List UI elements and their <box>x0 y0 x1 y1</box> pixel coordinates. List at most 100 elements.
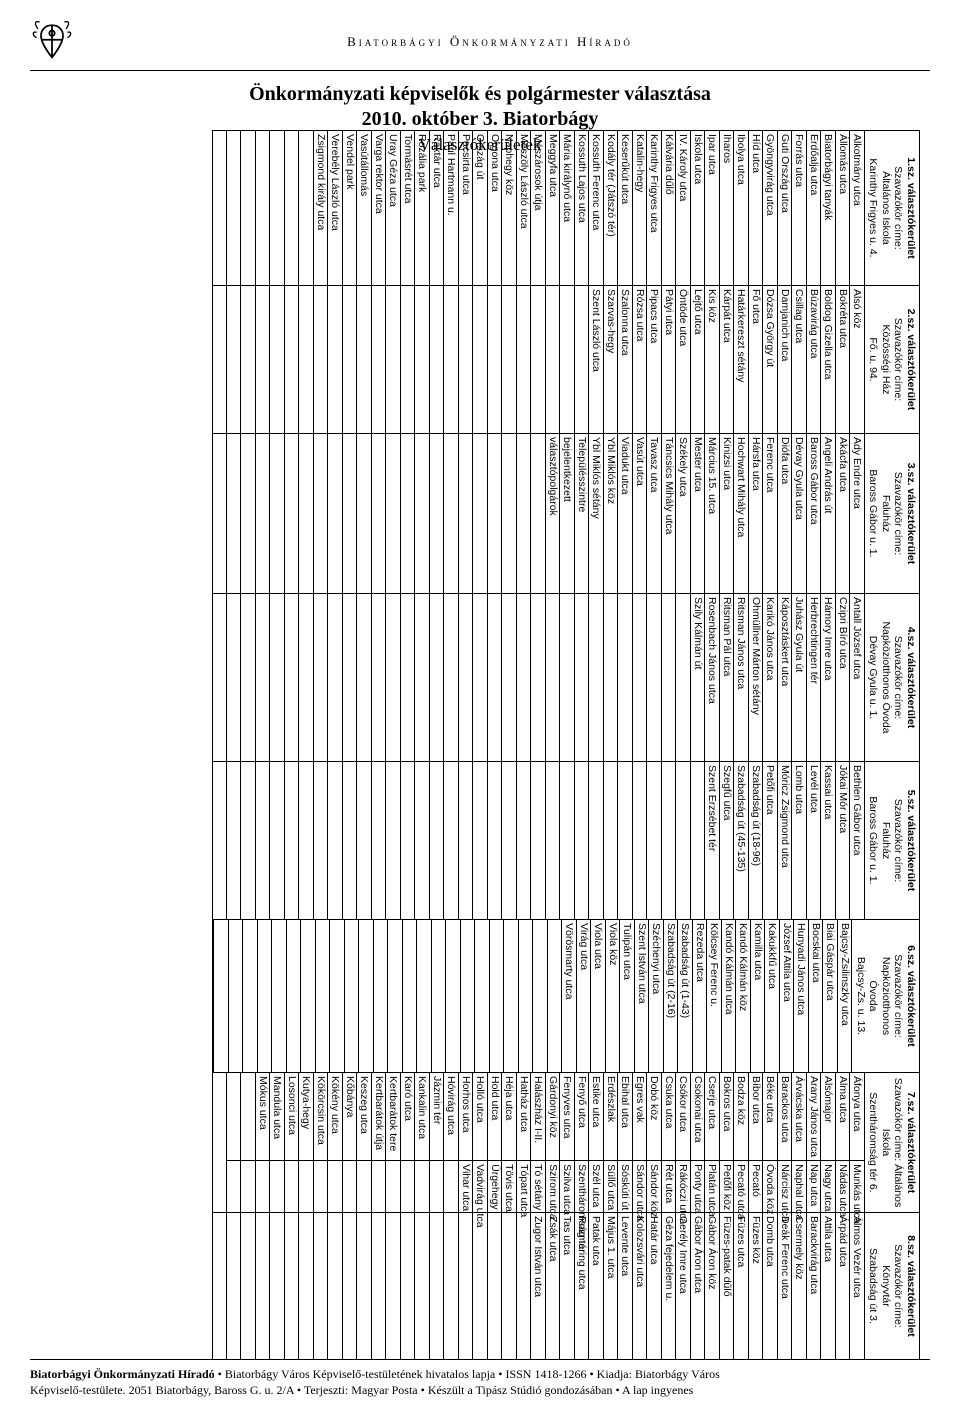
street-cell <box>313 1213 328 1359</box>
street-cell <box>371 1213 386 1359</box>
street-cell: Ybl Miklós sétány <box>588 434 603 593</box>
street-cell <box>675 762 690 919</box>
street-cell <box>385 1213 400 1359</box>
street-cell <box>329 920 344 1072</box>
street-cell: Füzes köz <box>748 1213 763 1359</box>
street-cell <box>255 286 270 433</box>
main-subtitle: 2010. október 3. Biatorbágy <box>30 108 930 131</box>
street-cell <box>400 434 415 593</box>
street-cell: Fő utca <box>748 286 763 433</box>
street-cell <box>516 434 531 593</box>
street-cell <box>313 434 328 593</box>
street-cell: Estike utca <box>588 1073 603 1160</box>
district-column: 4.sz. választókerületSzavazókör címe:Nap… <box>212 593 920 761</box>
street-cell: Barackvirág utca <box>806 1213 821 1359</box>
street-cell: Káposztáskert utca <box>777 594 792 761</box>
street-cell: Táncsics Mihály utca <box>661 434 676 593</box>
street-cell: Levente utca <box>617 1213 632 1359</box>
street-cell: Kodály tér (Játszó tér) <box>603 131 618 285</box>
street-cell <box>489 920 504 1072</box>
street-cell <box>530 286 545 433</box>
street-cell <box>532 920 547 1072</box>
street-cell: Csókor utca <box>675 1073 690 1160</box>
street-cell: Meggyfa utca <box>545 131 560 285</box>
street-cell: Alma utca <box>835 1073 850 1160</box>
street-cell <box>284 286 299 433</box>
street-cell <box>443 594 458 761</box>
street-list: Antall József utcaCzipri Bíró utcaHámory… <box>226 594 864 761</box>
street-cell <box>516 594 531 761</box>
street-cell <box>617 762 632 919</box>
street-cell: IV. Károly utca <box>675 131 690 285</box>
district-column: 5.sz. választókerületSzavazókör címe:Fal… <box>212 761 920 919</box>
street-cell <box>400 762 415 919</box>
street-cell <box>690 762 705 919</box>
street-list: Álmos Vezér utcaÁrpád utcaAttila utcaBar… <box>226 1213 864 1359</box>
street-cell <box>255 594 270 761</box>
street-cell: Csillag utca <box>791 286 806 433</box>
street-cell: Orgona utca <box>487 131 502 285</box>
district-column: 2.sz. választókerületSzavazókör címe:Köz… <box>212 285 920 433</box>
street-cell: Kőbánya <box>342 1073 357 1160</box>
street-cell: Viola utca <box>590 920 605 1072</box>
street-cell <box>429 594 444 761</box>
street-cell <box>487 286 502 433</box>
street-cell: Szegfű utca <box>719 762 734 919</box>
street-cell: Mester utca <box>690 434 705 593</box>
street-cell <box>342 434 357 593</box>
street-cell: Bocskai utca <box>808 920 823 1072</box>
street-cell <box>240 1073 255 1160</box>
district-header: 1.sz. választókerületSzavazókör címe:Ált… <box>864 131 919 285</box>
street-cell: Hochwart Mihály utca <box>733 434 748 593</box>
district-column: 8.sz. választókerületSzavazókör címe:Kön… <box>212 1212 920 1360</box>
street-cell: Rosenbach János utca <box>704 594 719 761</box>
street-cell <box>429 762 444 919</box>
street-cell <box>400 286 415 433</box>
street-cell <box>661 594 676 761</box>
street-cell: Öntöde utca <box>675 286 690 433</box>
street-cell: Levél utca <box>806 762 821 919</box>
street-cell: Naphegy köz <box>501 131 516 285</box>
street-cell <box>356 286 371 433</box>
street-cell: Vendel park <box>342 131 357 285</box>
street-cell <box>255 1213 270 1359</box>
street-cell: Attila utca <box>820 1213 835 1359</box>
street-cell <box>226 131 241 285</box>
street-cell: Bodza köz <box>733 1073 748 1160</box>
street-cell: Keserűkút utca <box>617 131 632 285</box>
street-cell: Lejtő utca <box>690 286 705 433</box>
street-cell: Gábor Áron utca <box>690 1213 705 1359</box>
street-cell: Kis köz <box>704 286 719 433</box>
street-cell: Dévay Gyula utca <box>791 434 806 593</box>
street-cell: József Attila utca <box>779 920 794 1072</box>
district-header: 6.sz. választókerületSzavazókör címe:Nap… <box>851 920 919 1072</box>
street-cell <box>472 594 487 761</box>
district-header: 5.sz. választókerületSzavazókör címe:Fal… <box>864 762 919 919</box>
street-cell: Bajcsy-Zsilinszky utca <box>837 920 852 1072</box>
street-cell: Kolozsvári utca <box>632 1213 647 1359</box>
street-cell: Hársfa utca <box>748 434 763 593</box>
street-cell <box>371 434 386 593</box>
street-cell: Híd utca <box>748 131 763 285</box>
street-cell <box>298 286 313 433</box>
street-cell: Erdészlak <box>603 1073 618 1160</box>
street-cell: Vasútállomás <box>356 131 371 285</box>
street-cell: Árvácska utca <box>791 1073 806 1160</box>
table-rotated-wrap: 1.sz. választókerületSzavazókör címe:Ált… <box>212 130 920 1360</box>
street-cell: Széchenyi utca <box>648 920 663 1072</box>
street-cell <box>226 434 241 593</box>
street-cell: Rozália park <box>414 131 429 285</box>
street-cell <box>313 762 328 919</box>
street-cell <box>298 131 313 285</box>
street-cell: Pipacs utca <box>646 286 661 433</box>
street-cell: Tas utca <box>559 1213 574 1359</box>
street-cell <box>358 920 373 1072</box>
street-cell: Kamilla utca <box>750 920 765 1072</box>
street-cell: Horhos utca <box>458 1073 473 1160</box>
street-cell: Mészöly László utca <box>516 131 531 285</box>
street-cell: Kassai utca <box>820 762 835 919</box>
street-cell <box>530 594 545 761</box>
street-cell <box>385 286 400 433</box>
header-bar: Biatorbágyi Önkormányzati Híradó <box>30 20 930 71</box>
street-cell <box>226 1213 241 1359</box>
